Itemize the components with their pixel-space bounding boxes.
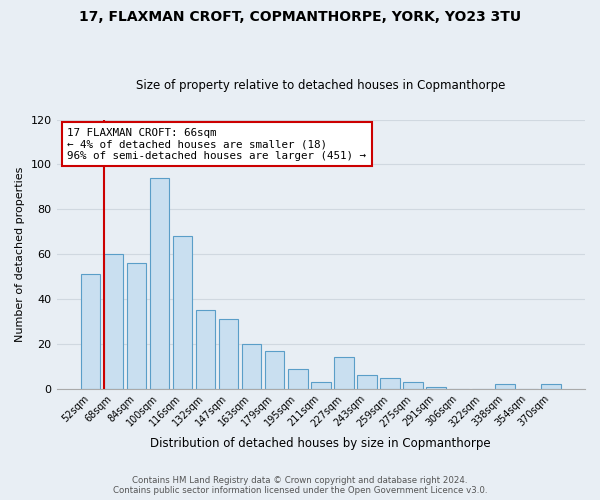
Bar (104, 254, 123, 389)
Bar (149, 178, 169, 389)
Bar (242, 344, 262, 389)
Bar (219, 319, 238, 389)
Bar (357, 376, 377, 389)
Bar (426, 386, 446, 389)
Bar (380, 378, 400, 389)
Bar (496, 384, 515, 389)
Text: 17, FLAXMAN CROFT, COPMANTHORPE, YORK, YO23 3TU: 17, FLAXMAN CROFT, COPMANTHORPE, YORK, Y… (79, 10, 521, 24)
Title: Size of property relative to detached houses in Copmanthorpe: Size of property relative to detached ho… (136, 79, 505, 92)
Text: 17 FLAXMAN CROFT: 66sqm
← 4% of detached houses are smaller (18)
96% of semi-det: 17 FLAXMAN CROFT: 66sqm ← 4% of detached… (67, 128, 366, 161)
Bar (541, 384, 561, 389)
Y-axis label: Number of detached properties: Number of detached properties (15, 166, 25, 342)
X-axis label: Distribution of detached houses by size in Copmanthorpe: Distribution of detached houses by size … (151, 437, 491, 450)
Bar (196, 310, 215, 389)
Bar (334, 358, 353, 389)
Text: Contains HM Land Registry data © Crown copyright and database right 2024.
Contai: Contains HM Land Registry data © Crown c… (113, 476, 487, 495)
Bar (288, 368, 308, 389)
Bar (311, 382, 331, 389)
Bar (265, 350, 284, 389)
Bar (127, 263, 146, 389)
Bar (403, 382, 423, 389)
Bar (80, 274, 100, 389)
Bar (173, 236, 193, 389)
